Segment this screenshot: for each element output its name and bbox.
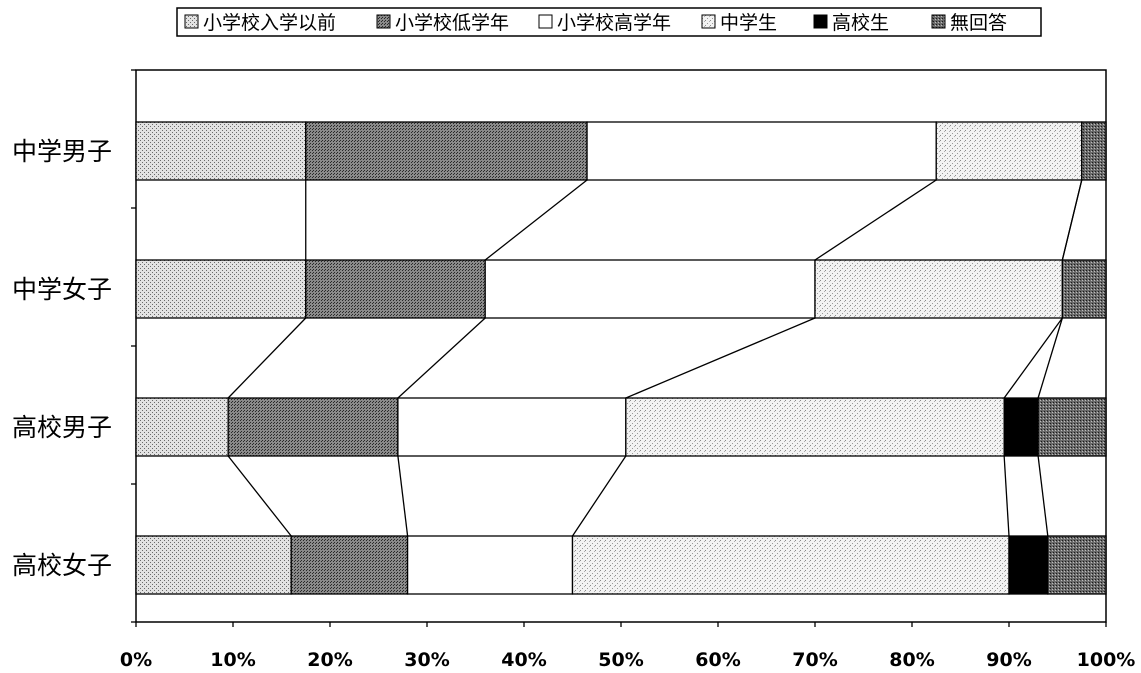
x-tick-label: 60% — [695, 649, 740, 671]
bar-segment — [135, 121, 307, 181]
x-tick-label: 40% — [501, 649, 546, 671]
connector-line — [397, 317, 486, 399]
bar-segment — [586, 121, 937, 181]
bar-segment — [571, 535, 1010, 595]
connector-line — [1037, 455, 1049, 537]
x-tick-label: 10% — [210, 649, 255, 671]
category-label: 高校男子 — [12, 413, 112, 442]
bar-segment — [135, 397, 229, 457]
bar-segment — [1081, 121, 1107, 181]
x-tick-label: 0% — [120, 649, 152, 671]
connector-line — [227, 317, 307, 399]
category-label: 高校女子 — [12, 551, 112, 580]
legend-label: 高校生 — [832, 12, 889, 34]
connector-line — [1061, 179, 1083, 261]
bar-segment — [484, 259, 816, 319]
category-label: 中学女子 — [12, 275, 112, 304]
x-tick-label: 100% — [1077, 649, 1136, 671]
axes: 0% 10% 20% 30% 40% 50% 60% 70% 80% 90% 100% — [120, 69, 1136, 671]
x-tick-label: 50% — [598, 649, 643, 671]
connector-line — [625, 317, 816, 399]
bar-segment — [305, 259, 486, 319]
legend-label: 小学校高学年 — [557, 12, 671, 34]
bar-segment — [625, 397, 1005, 457]
bar-segment — [1061, 259, 1107, 319]
x-tick-label: 80% — [889, 649, 934, 671]
connector-line — [571, 455, 627, 537]
connector-line — [484, 179, 588, 261]
bar-segment — [1008, 535, 1049, 595]
connector-line — [1037, 317, 1063, 399]
legend-swatch — [538, 14, 553, 29]
bar-segment — [1037, 397, 1107, 457]
bar-segment — [227, 397, 399, 457]
legend-label: 中学生 — [720, 12, 777, 34]
bar-segment — [406, 535, 574, 595]
bar-segment — [1047, 535, 1107, 595]
category-label: 中学男子 — [12, 137, 112, 166]
legend-swatch — [184, 14, 199, 29]
connector-lines — [227, 179, 1083, 537]
legend-swatch — [813, 14, 828, 29]
bar-segment — [935, 121, 1083, 181]
bar-segment — [135, 535, 292, 595]
connector-line — [1003, 455, 1010, 537]
x-tick-label: 20% — [307, 649, 352, 671]
connector-line — [227, 455, 292, 537]
legend: 小学校入学以前 小学校低学年 小学校高学年 中学生 高校生 無回答 — [176, 7, 1042, 37]
x-tick-label: 30% — [404, 649, 449, 671]
x-tick-label: 90% — [986, 649, 1031, 671]
connector-line — [814, 179, 937, 261]
bar-segment — [397, 397, 627, 457]
bar-segment — [290, 535, 409, 595]
legend-swatch — [701, 14, 716, 29]
legend-swatch — [931, 14, 946, 29]
legend-box — [176, 7, 1042, 37]
legend-label: 小学校入学以前 — [203, 12, 336, 34]
legend-swatch — [376, 14, 391, 29]
legend-label: 無回答 — [950, 12, 1007, 34]
connector-line — [397, 455, 409, 537]
bar-segment — [814, 259, 1064, 319]
legend-label: 小学校低学年 — [395, 12, 509, 34]
bar-segment — [305, 121, 588, 181]
bar-segment — [1003, 397, 1039, 457]
x-tick-label: 70% — [792, 649, 837, 671]
connector-line — [1003, 317, 1063, 399]
bar-segment — [135, 259, 307, 319]
